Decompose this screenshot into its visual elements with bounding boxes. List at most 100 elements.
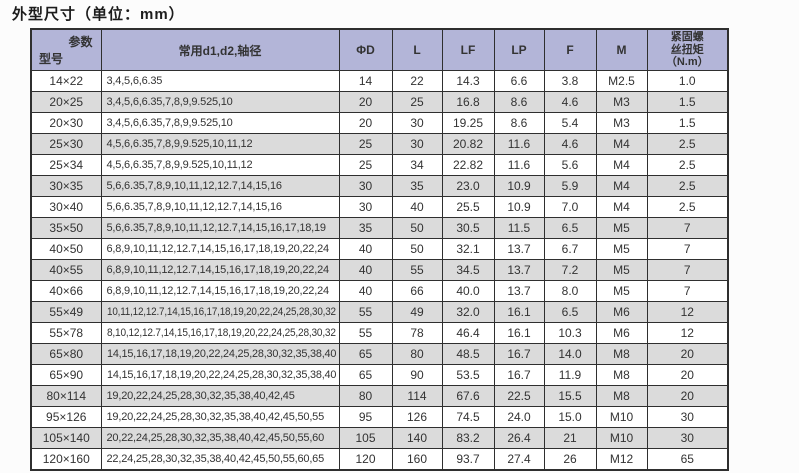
cell-torque: 20 — [646, 364, 729, 386]
shaft-diameter-list: 3,4,5,6,6.35,7,8,9,9.525,10 — [106, 117, 233, 129]
table-row: 35×50 5,6,6.35,7,8,9,10,11,12,12.7,14,15… — [30, 217, 729, 239]
cell-m: M6 — [595, 301, 648, 323]
table-row: 14×22 3,4,5,6,6.35 14 22 14.3 6.6 3.8 M2… — [30, 70, 729, 92]
cell-shaft-diameters: 5,6,6.35,7,8,9,10,11,12,12.7,14,15,16,17… — [100, 217, 340, 239]
cell-f: 4.6 — [543, 91, 597, 113]
cell-phi-d: 40 — [338, 280, 393, 302]
cell-lf: 48.5 — [441, 343, 495, 365]
cell-l: 22 — [391, 70, 443, 92]
cell-lf: 53.5 — [441, 364, 495, 386]
cell-torque: 65 — [646, 448, 729, 471]
cell-m: M5 — [595, 280, 648, 302]
table-row: 40×55 6,8,9,10,11,12,12.7,14,15,16,17,18… — [30, 259, 729, 281]
table-row: 30×35 5,6,6.35,7,8,9,10,11,12,12.7,14,15… — [30, 175, 729, 197]
cell-torque: 7 — [646, 238, 729, 260]
cell-lp: 16.7 — [493, 364, 545, 386]
cell-m: M2.5 — [595, 70, 648, 92]
cell-shaft-diameters: 4,5,6,6.35,7,8,9,9.525,10,11,12 — [100, 133, 340, 155]
param-corner-label: 参数 — [68, 35, 93, 49]
cell-phi-d: 55 — [338, 301, 393, 323]
cell-phi-d: 14 — [338, 70, 393, 92]
cell-lf: 20.82 — [441, 133, 495, 155]
cell-l: 114 — [391, 385, 443, 407]
cell-lp: 16.1 — [493, 322, 545, 344]
cell-phi-d: 95 — [338, 406, 393, 428]
cell-torque: 7 — [646, 259, 729, 281]
cell-f: 5.6 — [543, 154, 597, 176]
cell-shaft-diameters: 10,11,12,12.7,14,15,16,17,18,19,20,22,24… — [100, 301, 340, 323]
shaft-diameter-list: 22,24,25,28,30,32,35,38,40,42,45,50,55,6… — [106, 453, 325, 465]
cell-m: M5 — [595, 259, 648, 281]
cell-lp: 10.9 — [493, 175, 545, 197]
col-header-m: M — [595, 28, 648, 71]
shaft-diameter-list: 14,15,16,17,18,19,20,22,24,25,28,30,32,3… — [106, 369, 336, 381]
shaft-diameter-list: 6,8,9,10,11,12,12.7,14,15,16,17,18,19,20… — [106, 243, 330, 255]
cell-phi-d: 25 — [338, 133, 393, 155]
table-row: 20×25 3,4,5,6,6.35,7,8,9,9.525,10 20 25 … — [30, 91, 729, 113]
cell-torque: 30 — [646, 406, 729, 428]
cell-model-size: 120×160 — [30, 448, 102, 471]
cell-f: 6.5 — [543, 301, 597, 323]
cell-model-size: 30×35 — [30, 175, 102, 197]
cell-model-size: 95×126 — [30, 406, 102, 428]
cell-lp: 8.6 — [493, 91, 545, 113]
cell-torque: 12 — [646, 301, 729, 323]
cell-shaft-diameters: 5,6,6.35,7,8,9,10,11,12,12.7,14,15,16 — [100, 175, 340, 197]
cell-lf: 34.5 — [441, 259, 495, 281]
cell-l: 126 — [391, 406, 443, 428]
corner-header-cell: 参数 型号 — [30, 28, 102, 71]
shaft-diameter-list: 6,8,9,10,11,12,12.7,14,15,16,17,18,19,20… — [106, 285, 330, 297]
cell-m: M10 — [595, 406, 648, 428]
cell-lf: 19.25 — [441, 112, 495, 134]
cell-model-size: 20×30 — [30, 112, 102, 134]
cell-phi-d: 40 — [338, 238, 393, 260]
cell-l: 78 — [391, 322, 443, 344]
cell-model-size: 35×50 — [30, 217, 102, 239]
cell-lf: 67.6 — [441, 385, 495, 407]
cell-model-size: 65×90 — [30, 364, 102, 386]
cell-lp: 16.1 — [493, 301, 545, 323]
header-row: 参数 型号 常用d1,d2,轴径 ΦD L LF LP F M 紧固螺 丝扭矩 … — [30, 28, 729, 71]
col-header-screw-torque: 紧固螺 丝扭矩 （N.m） — [646, 28, 729, 71]
cell-m: M4 — [595, 154, 648, 176]
cell-lp: 24.0 — [493, 406, 545, 428]
cell-shaft-diameters: 20,22,24,25,28,30,32,35,38,40,42,45,50,5… — [100, 427, 340, 449]
col-header-common-shaft-diameters: 常用d1,d2,轴径 — [100, 28, 340, 71]
cell-phi-d: 25 — [338, 154, 393, 176]
cell-l: 55 — [391, 259, 443, 281]
cell-f: 15.5 — [543, 385, 597, 407]
table-row: 120×160 22,24,25,28,30,32,35,38,40,42,45… — [30, 448, 729, 471]
cell-l: 49 — [391, 301, 443, 323]
cell-m: M3 — [595, 91, 648, 113]
cell-shaft-diameters: 3,4,5,6,6.35 — [100, 70, 340, 92]
cell-shaft-diameters: 6,8,9,10,11,12,12.7,14,15,16,17,18,19,20… — [100, 238, 340, 260]
cell-lf: 32.0 — [441, 301, 495, 323]
cell-model-size: 25×30 — [30, 133, 102, 155]
cell-m: M12 — [595, 448, 648, 471]
cell-phi-d: 30 — [338, 196, 393, 218]
cell-lp: 13.7 — [493, 238, 545, 260]
cell-lf: 40.0 — [441, 280, 495, 302]
cell-f: 15.0 — [543, 406, 597, 428]
col-header-phi-d: ΦD — [338, 28, 393, 71]
cell-f: 5.9 — [543, 175, 597, 197]
cell-phi-d: 120 — [338, 448, 393, 471]
cell-lp: 11.6 — [493, 133, 545, 155]
shaft-diameter-list: 8,10,12,12.7,14,15,16,17,18,19,20,22,24,… — [106, 327, 336, 339]
model-corner-label: 型号 — [39, 52, 64, 66]
cell-phi-d: 35 — [338, 217, 393, 239]
cell-model-size: 40×50 — [30, 238, 102, 260]
cell-model-size: 14×22 — [30, 70, 102, 92]
cell-shaft-diameters: 5,6,6.35,7,8,9,10,11,12,12.7,14,15,16 — [100, 196, 340, 218]
cell-model-size: 55×49 — [30, 301, 102, 323]
cell-shaft-diameters: 6,8,9,10,11,12,12.7,14,15,16,17,18,19,20… — [100, 280, 340, 302]
table-row: 95×126 19,20,22,24,25,28,30,32,35,38,40,… — [30, 406, 729, 428]
cell-lp: 10.9 — [493, 196, 545, 218]
cell-lf: 46.4 — [441, 322, 495, 344]
cell-m: M5 — [595, 217, 648, 239]
torque-header-line1: 紧固螺 — [670, 31, 704, 44]
cell-lp: 13.7 — [493, 280, 545, 302]
cell-lp: 13.7 — [493, 259, 545, 281]
cell-m: M8 — [595, 385, 648, 407]
page-title: 外型尺寸（单位：mm） — [12, 6, 185, 23]
